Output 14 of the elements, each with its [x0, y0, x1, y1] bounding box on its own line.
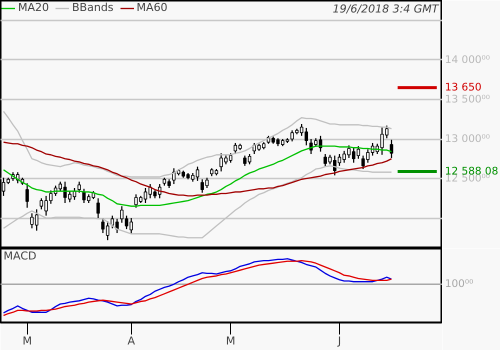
ref-line-label: 13 650 [444, 82, 482, 94]
annotation: 19/6/2018 3:4 GMT [332, 2, 440, 16]
x-tick-label: M [22, 334, 32, 348]
chart-title: MACD [4, 250, 36, 262]
ref-line-label: 100⁰⁰ [444, 278, 474, 290]
y-tick-label: 14 000⁰⁰ [444, 54, 490, 66]
y-tick-label: 13 000⁰⁰ [444, 133, 490, 146]
legend-label: MA20 [18, 1, 50, 14]
legend-label: MA60 [136, 1, 168, 14]
legend-label: BBands [72, 1, 114, 14]
x-tick-label: A [128, 334, 136, 348]
x-tick-label: J [336, 334, 342, 348]
x-tick-label: M [226, 334, 236, 348]
y-tick-label: 13 500⁰⁰ [444, 94, 490, 106]
